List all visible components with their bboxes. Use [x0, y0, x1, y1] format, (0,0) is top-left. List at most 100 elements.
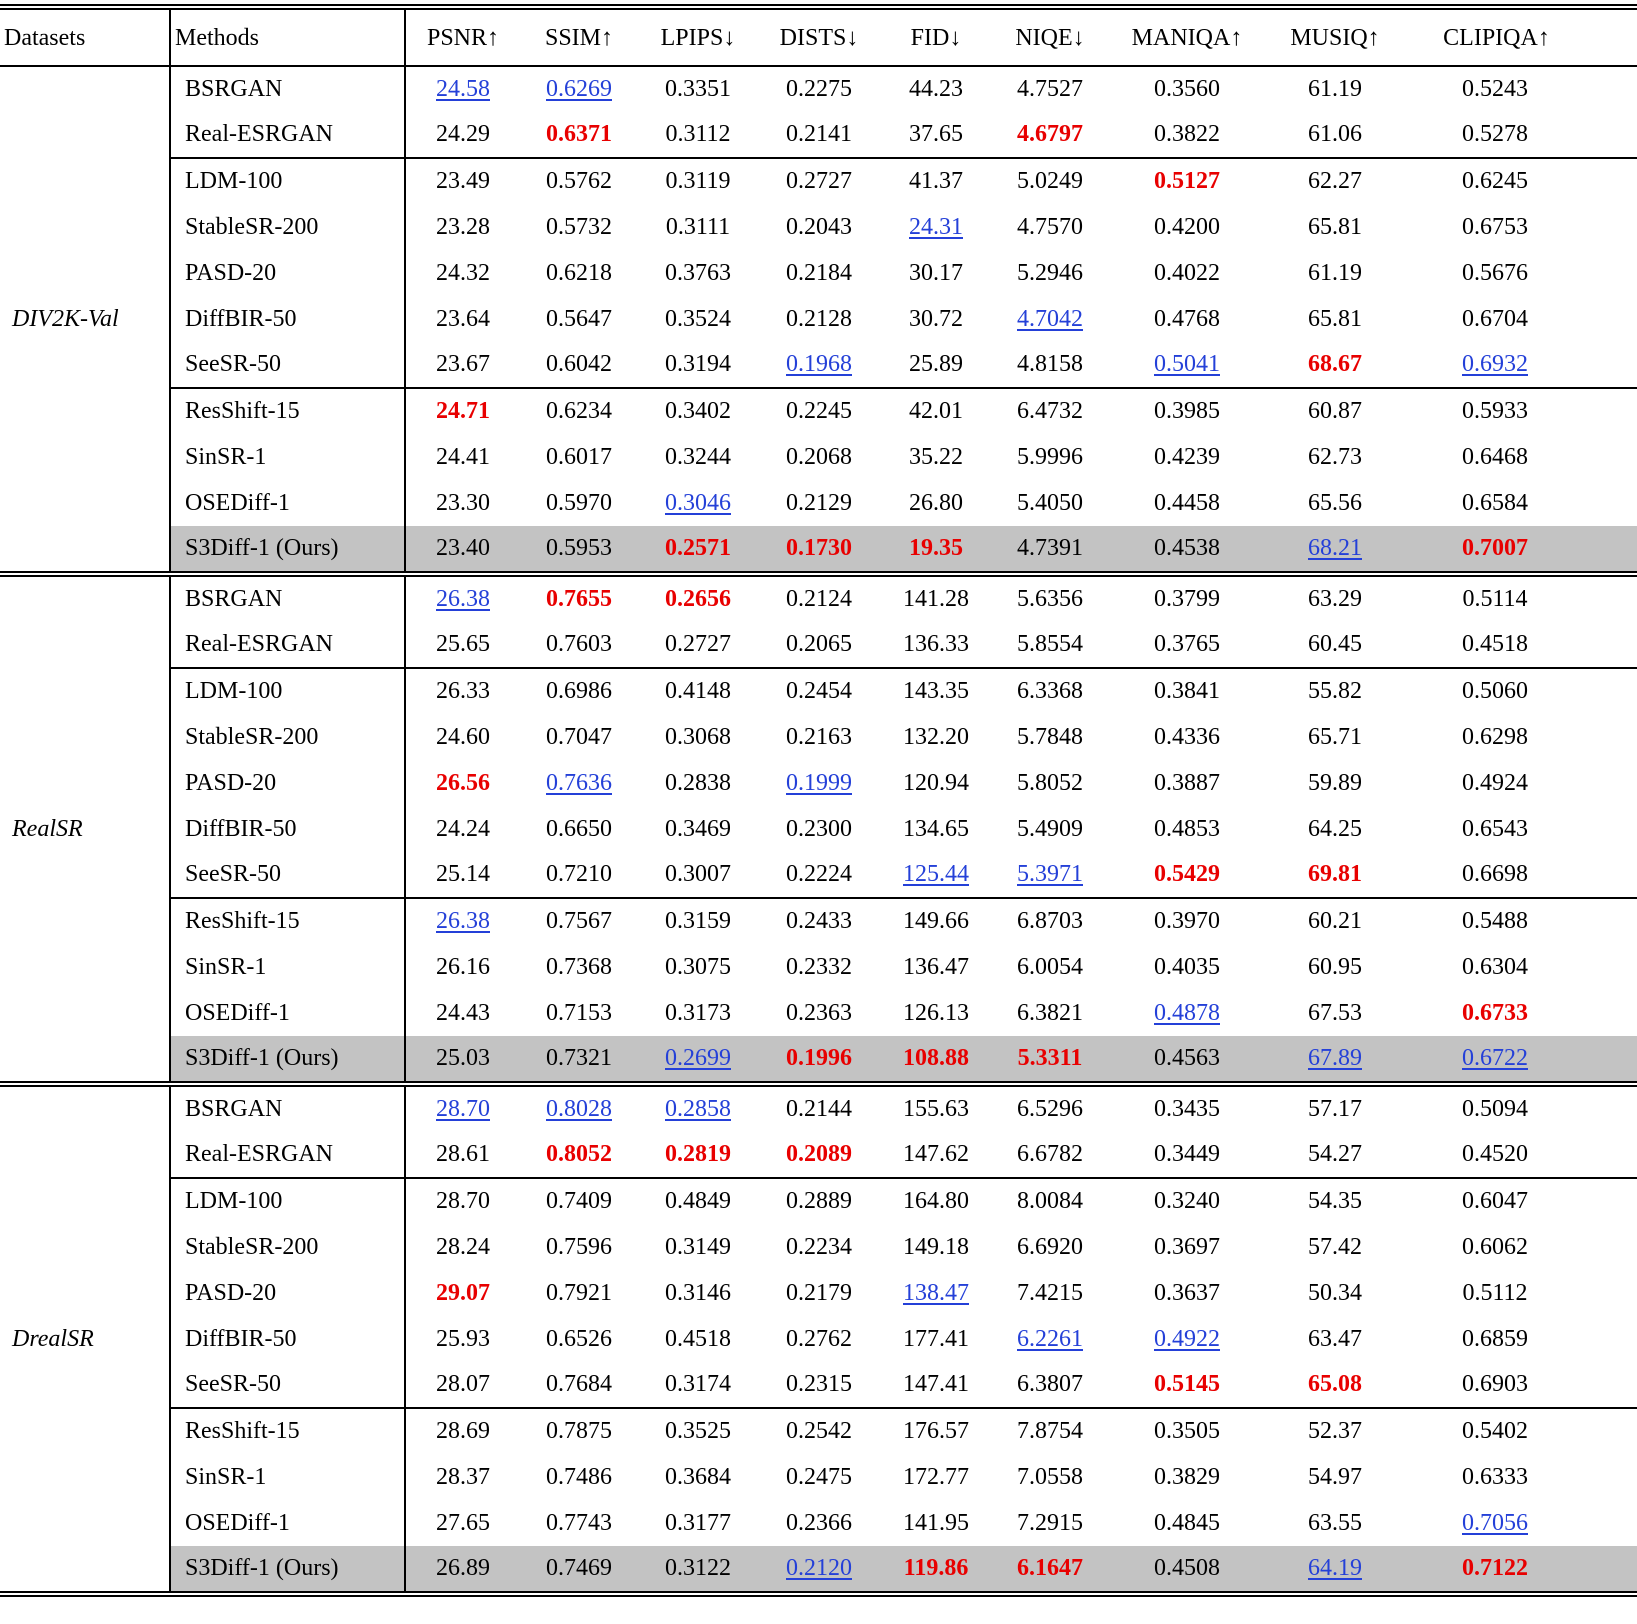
metric-value: 4.7042 [1017, 305, 1083, 332]
metric-value: 5.3971 [1017, 861, 1083, 887]
metric-value: 0.2727 [665, 631, 731, 657]
metric-value: 0.3174 [665, 1371, 731, 1397]
metric-value: 0.4518 [1462, 631, 1528, 657]
metric-value: 0.6698 [1462, 861, 1528, 887]
metric-value: 64.25 [1308, 815, 1362, 842]
metric-value: 0.4458 [1154, 489, 1220, 516]
metric-value: 0.5243 [1462, 76, 1528, 102]
metric-value: 0.5402 [1404, 1407, 1637, 1454]
column-header: MANIQA↑ [1108, 9, 1266, 67]
metric-value: 0.7122 [1404, 1546, 1637, 1592]
method-name: LDM-100 [170, 157, 406, 204]
metric-value: 28.70 [405, 1177, 520, 1224]
table-row: StableSR-200 24.60 0.7047 0.3068 0.2163 132.2… [0, 714, 1637, 760]
method-name: StableSR-200 [170, 714, 406, 760]
metric-value: 64.19 [1266, 1546, 1404, 1592]
metric-value: 23.30 [436, 489, 490, 516]
metric-value: 0.5094 [1462, 1096, 1528, 1122]
metric-value: 27.65 [436, 1509, 490, 1536]
metric-value: 30.17 [909, 259, 963, 286]
metric-value: 141.28 [903, 586, 969, 612]
method-name: ResShift-15 [170, 1407, 406, 1454]
metric-value: 65.81 [1308, 213, 1362, 240]
column-header: CLIPIQA↑ [1404, 9, 1637, 67]
metric-value: 0.6722 [1404, 1036, 1637, 1082]
metric-value: 6.6920 [1017, 1233, 1083, 1260]
metric-value: 0.7210 [546, 861, 612, 887]
metric-value: 19.35 [880, 526, 992, 572]
metric-value: 0.3173 [665, 999, 731, 1026]
metric-value: 0.7368 [546, 953, 612, 980]
method-name: SeeSR-50 [170, 342, 406, 388]
metric-value: 5.8554 [1017, 631, 1083, 657]
metric-value: 0.2366 [786, 1509, 852, 1536]
metric-value: 0.6062 [1462, 1233, 1528, 1260]
table-body: DIV2K-Val BSRGAN 24.58 0.6269 0.3351 0.2275 44… [0, 66, 1637, 1597]
metric-value: 0.6333 [1462, 1463, 1528, 1490]
header-row: Datasets Methods PSNR↑ SSIM↑ LPIPS↓ DISTS↓ FID… [0, 9, 1637, 67]
metric-value: 57.42 [1308, 1233, 1362, 1260]
table-row: Real-ESRGAN 28.61 0.8052 0.2819 0.2089 147.62… [0, 1132, 1637, 1178]
metric-value: 0.3560 [1154, 76, 1220, 102]
metric-value: 0.3007 [665, 861, 731, 887]
metric-value: 0.1996 [758, 1036, 880, 1082]
metric-value: 0.7469 [520, 1546, 638, 1592]
metric-value: 0.2275 [786, 76, 852, 102]
metric-value: 141.95 [903, 1509, 969, 1536]
double-rule-separator [0, 1081, 1637, 1087]
column-header: LPIPS↓ [638, 9, 758, 67]
metric-value: 26.16 [436, 953, 490, 980]
table-row-ours: S3Diff-1 (Ours) 25.03 0.7321 0.2699 0.1996 10… [0, 1036, 1637, 1082]
metric-value: 23.64 [436, 305, 490, 332]
metric-value: 120.94 [903, 769, 969, 796]
metric-value: 4.7527 [1017, 76, 1083, 102]
metric-value: 0.8028 [546, 1096, 612, 1122]
column-header: FID↓ [880, 9, 992, 67]
metric-value: 0.6650 [546, 815, 612, 842]
metric-value: 0.4022 [1154, 259, 1220, 286]
metric-value: 0.4853 [1154, 815, 1220, 842]
method-name: StableSR-200 [170, 204, 406, 250]
metric-value: 5.4909 [1017, 815, 1083, 842]
metric-value: 0.7875 [520, 1407, 638, 1454]
metric-value: 0.3194 [665, 351, 731, 377]
metric-value: 44.23 [909, 76, 963, 102]
metric-value: 0.3119 [638, 157, 758, 204]
metric-value: 0.7153 [546, 999, 612, 1026]
metric-value: 143.35 [880, 667, 992, 714]
metric-value: 177.41 [903, 1325, 969, 1352]
metric-value: 7.8754 [992, 1407, 1108, 1454]
metric-value: 24.60 [436, 723, 490, 750]
table-row: LDM-100 23.49 0.5762 0.3119 0.2727 41.37 5.024… [0, 157, 1637, 204]
metric-value: 0.7486 [546, 1463, 612, 1490]
metric-value: 37.65 [909, 121, 963, 147]
metric-value: 6.3821 [1017, 999, 1083, 1026]
metric-value: 5.0249 [992, 157, 1108, 204]
table-row: PASD-20 26.56 0.7636 0.2838 0.1999 120.94 5.80… [0, 760, 1637, 806]
metric-value: 62.73 [1308, 443, 1362, 470]
metric-value: 0.5112 [1462, 1279, 1528, 1306]
metric-value: 0.5970 [546, 489, 612, 516]
metric-value: 0.2184 [786, 259, 852, 286]
method-name: DiffBIR-50 [170, 806, 406, 852]
metric-value: 0.5933 [1404, 387, 1637, 434]
metric-value: 0.6753 [1462, 213, 1528, 240]
table-row: Real-ESRGAN 25.65 0.7603 0.2727 0.2065 136.33… [0, 622, 1637, 668]
double-rule [0, 1081, 1637, 1087]
metric-value: 0.6371 [546, 121, 612, 147]
metric-value: 0.4508 [1108, 1546, 1266, 1592]
metric-value: 7.0558 [1017, 1463, 1083, 1490]
column-header: DISTS↓ [758, 9, 880, 67]
metric-value: 28.70 [436, 1096, 490, 1122]
metric-value: 57.17 [1308, 1096, 1362, 1122]
metric-value: 0.5114 [1462, 586, 1528, 612]
metric-value: 0.8052 [546, 1141, 612, 1167]
metric-value: 126.13 [903, 999, 969, 1026]
metric-value: 0.2224 [786, 861, 852, 887]
metric-value: 0.4563 [1108, 1036, 1266, 1082]
metric-value: 0.2234 [786, 1233, 852, 1260]
metric-value: 63.29 [1308, 586, 1362, 612]
metric-value: 24.31 [909, 213, 963, 240]
metric-value: 0.3684 [665, 1463, 731, 1490]
